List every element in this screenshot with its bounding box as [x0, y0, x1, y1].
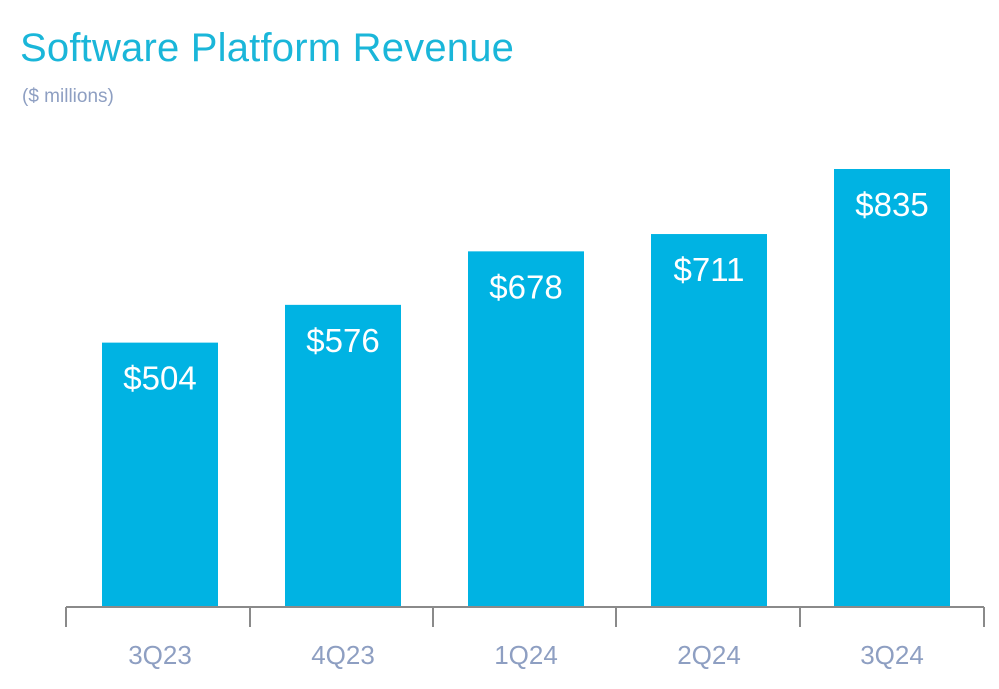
bar-value-label: $835 — [855, 186, 928, 223]
bar-value-label: $711 — [674, 251, 745, 288]
x-tick-label: 1Q24 — [494, 640, 558, 670]
bar-3Q24 — [834, 169, 950, 607]
bar-value-label: $504 — [123, 360, 196, 397]
x-tick-label: 4Q23 — [311, 640, 375, 670]
bar-2Q24 — [651, 234, 767, 607]
bar-4Q23 — [285, 304, 401, 607]
data-labels: $504 $576 $678 $711 $835 — [123, 186, 928, 397]
x-tick-label: 2Q24 — [677, 640, 741, 670]
x-tick-label: 3Q24 — [860, 640, 924, 670]
x-axis: 3Q23 4Q23 1Q24 2Q24 3Q24 — [65, 606, 985, 670]
bar-3Q23 — [102, 342, 218, 607]
bar-1Q24 — [468, 251, 584, 607]
chart-subtitle: ($ millions) — [22, 86, 114, 107]
x-tick-label: 3Q23 — [128, 640, 192, 670]
bars — [102, 169, 950, 607]
bar-value-label: $576 — [306, 322, 379, 359]
bar-value-label: $678 — [489, 268, 562, 305]
chart-title: Software Platform Revenue — [20, 26, 515, 70]
